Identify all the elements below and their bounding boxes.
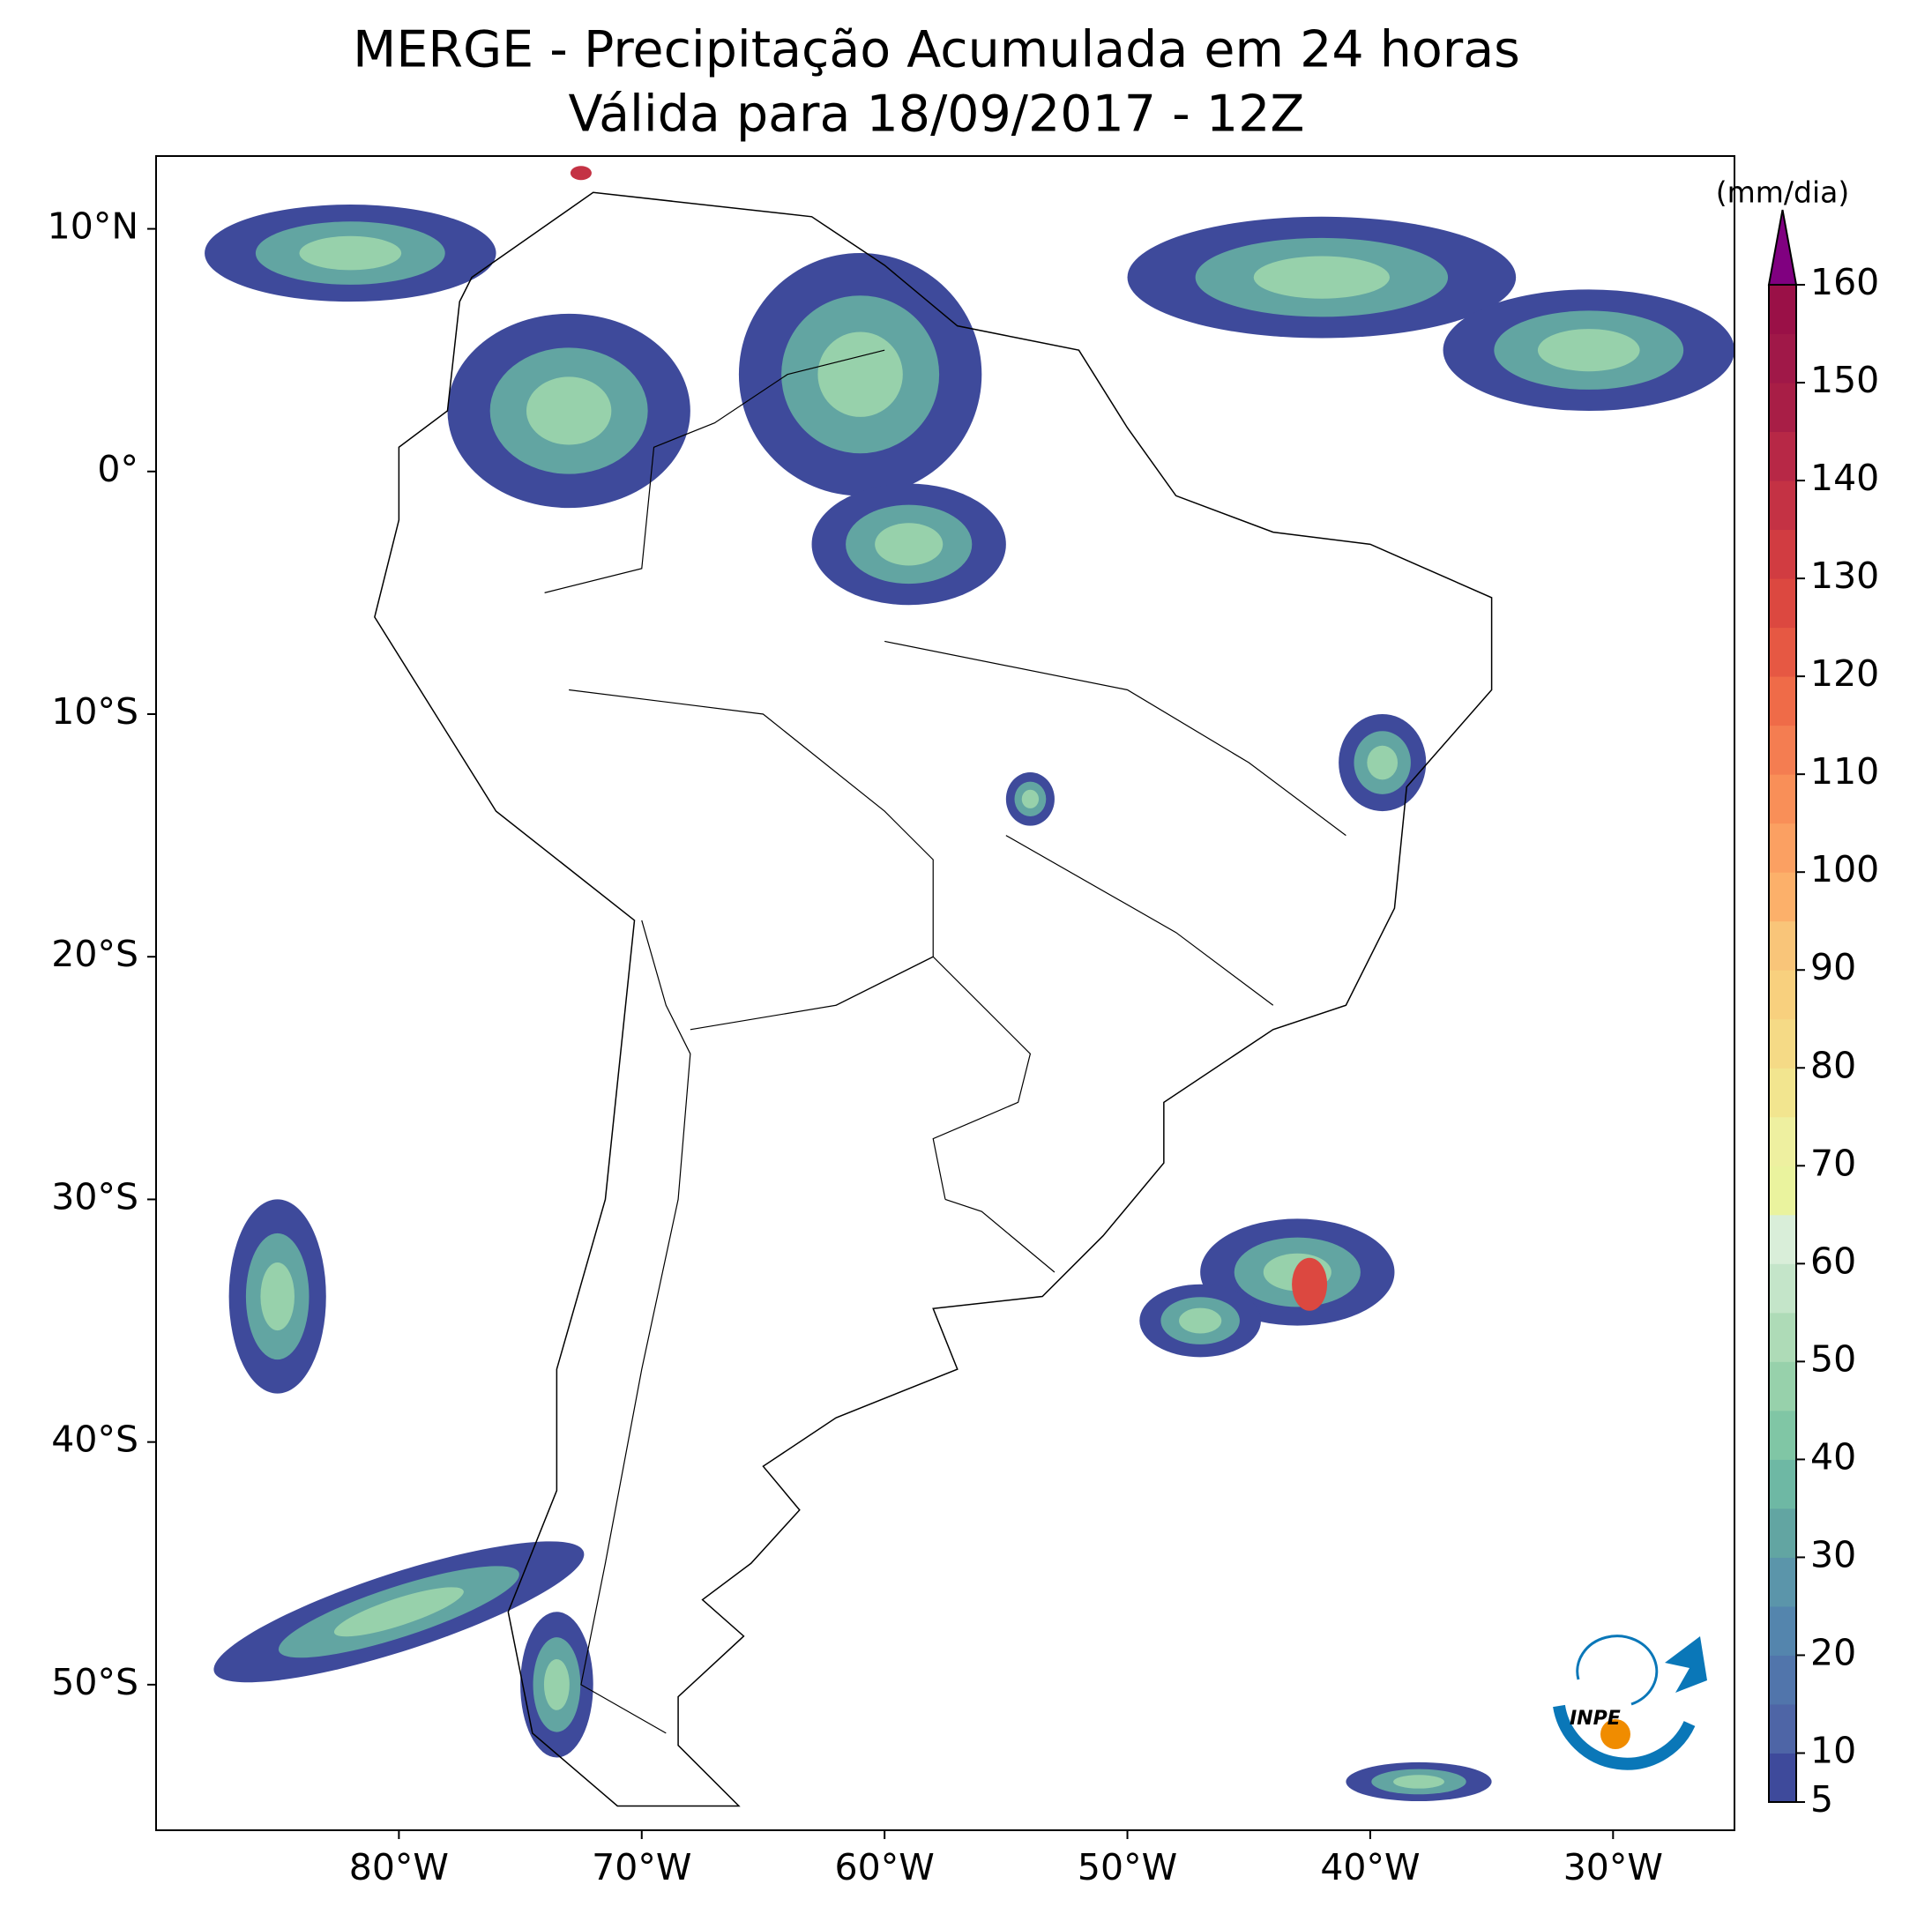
logo-text: INPE [1570, 1708, 1621, 1730]
precip-core [570, 166, 592, 181]
x-tick-label: 50°W [1078, 1846, 1177, 1888]
border [944, 1198, 1056, 1273]
colorbar-tick-label: 20 [1810, 1631, 1856, 1673]
map-frame [155, 155, 1735, 1831]
colorbar-label: (mm/dia) [1716, 175, 1850, 210]
precip-area [260, 1262, 295, 1331]
colorbar-segment [1769, 578, 1796, 629]
colorbar-tick-label: 150 [1810, 359, 1879, 401]
precip-area [543, 1658, 570, 1710]
logo: INPE [1553, 1635, 1707, 1770]
colorbar-segment [1769, 1703, 1796, 1754]
logo-ring [1576, 1635, 1659, 1706]
colorbar-segment [1769, 774, 1796, 824]
colorbar-segment [1769, 285, 1796, 335]
colorbar-segment [1769, 1018, 1796, 1069]
precip-area [1537, 329, 1640, 372]
colorbar-segment [1769, 333, 1796, 384]
colorbar-tick-label: 110 [1810, 750, 1879, 793]
logo-arrow [1665, 1636, 1707, 1693]
colorbar-segment [1769, 1605, 1796, 1656]
colorbar-tick-label: 60 [1810, 1240, 1856, 1282]
precip-core [1292, 1257, 1328, 1311]
colorbar-extend [1767, 209, 1798, 286]
y-tick-label: 20°S [51, 933, 138, 975]
colorbar-tick-label: 120 [1810, 652, 1879, 695]
colorbar-tick-label: 90 [1810, 946, 1856, 988]
precip-area [1253, 256, 1390, 299]
border [580, 920, 691, 1734]
border [544, 349, 885, 593]
colorbar-segment [1769, 1166, 1796, 1216]
colorbar-segment [1769, 1068, 1796, 1118]
precip-area [1179, 1307, 1222, 1334]
coastline [374, 191, 1493, 1807]
colorbar-segment [1769, 1557, 1796, 1607]
precip-area [333, 1587, 464, 1637]
colorbar-tick-label: 5 [1810, 1778, 1833, 1821]
precip-area [526, 376, 612, 445]
colorbar-tick-label: 10 [1810, 1729, 1856, 1771]
x-tick-label: 40°W [1320, 1846, 1420, 1888]
colorbar-segment [1769, 1214, 1796, 1264]
colorbar-segment [1769, 1263, 1796, 1314]
precip-area [1021, 789, 1040, 808]
colorbar-tick-label: 130 [1810, 555, 1879, 597]
colorbar-segment [1769, 676, 1796, 726]
colorbar-segment [1769, 1753, 1796, 1803]
colorbar-segment [1769, 725, 1796, 775]
border [835, 956, 1032, 1200]
colorbar-segment [1769, 970, 1796, 1020]
border [884, 640, 1346, 837]
border [1005, 835, 1274, 1006]
precip-area [817, 331, 903, 417]
colorbar-tick-label: 80 [1810, 1044, 1856, 1086]
precip-area [875, 523, 944, 566]
colorbar-segment [1769, 1116, 1796, 1166]
x-tick-label: 30°W [1563, 1846, 1663, 1888]
chart-subtitle: Válida para 18/09/2017 - 12Z [569, 86, 1305, 144]
map-area [205, 166, 1734, 1807]
precip-area [1393, 1775, 1444, 1789]
colorbar-segment [1769, 529, 1796, 579]
logo-dot [1600, 1719, 1630, 1749]
precip-area [1367, 745, 1399, 780]
colorbar-segment [1769, 920, 1796, 971]
precip-area [299, 235, 402, 271]
colorbar-segment [1769, 431, 1796, 481]
colorbar-frame [1768, 284, 1797, 1803]
colorbar-tick-label: 30 [1810, 1533, 1856, 1575]
x-tick-label: 80°W [349, 1846, 449, 1888]
y-tick-label: 40°S [51, 1419, 138, 1461]
colorbar-segment [1769, 1312, 1796, 1362]
logo-arc [1553, 1704, 1696, 1770]
y-tick-label: 10°N [48, 205, 138, 248]
x-tick-label: 60°W [835, 1846, 935, 1888]
colorbar-tick-label: 70 [1810, 1142, 1856, 1184]
colorbar-tick-label: 50 [1810, 1337, 1856, 1380]
colorbar-segment [1769, 872, 1796, 922]
colorbar-segment [1769, 627, 1796, 677]
y-tick-label: 30°S [51, 1175, 138, 1218]
colorbar-tick-label: 100 [1810, 848, 1879, 890]
colorbar-segment [1769, 1410, 1796, 1460]
colorbar-segment [1769, 1508, 1796, 1558]
colorbar-segment [1769, 480, 1796, 531]
border [569, 689, 934, 1031]
colorbar-segment [1769, 1459, 1796, 1509]
colorbar-tick-label: 160 [1810, 261, 1879, 303]
x-tick-label: 70°W [592, 1846, 691, 1888]
chart-title: MERGE - Precipitação Acumulada em 24 hor… [353, 21, 1520, 79]
colorbar-tick-label: 40 [1810, 1435, 1856, 1478]
colorbar-segment [1769, 383, 1796, 433]
y-tick-label: 0° [97, 448, 138, 490]
y-tick-label: 50°S [51, 1661, 138, 1703]
colorbar-segment [1769, 1655, 1796, 1705]
colorbar-segment [1769, 823, 1796, 873]
colorbar-tick-label: 140 [1810, 457, 1879, 499]
colorbar-segment [1769, 1361, 1796, 1411]
y-tick-label: 10°S [51, 690, 138, 733]
